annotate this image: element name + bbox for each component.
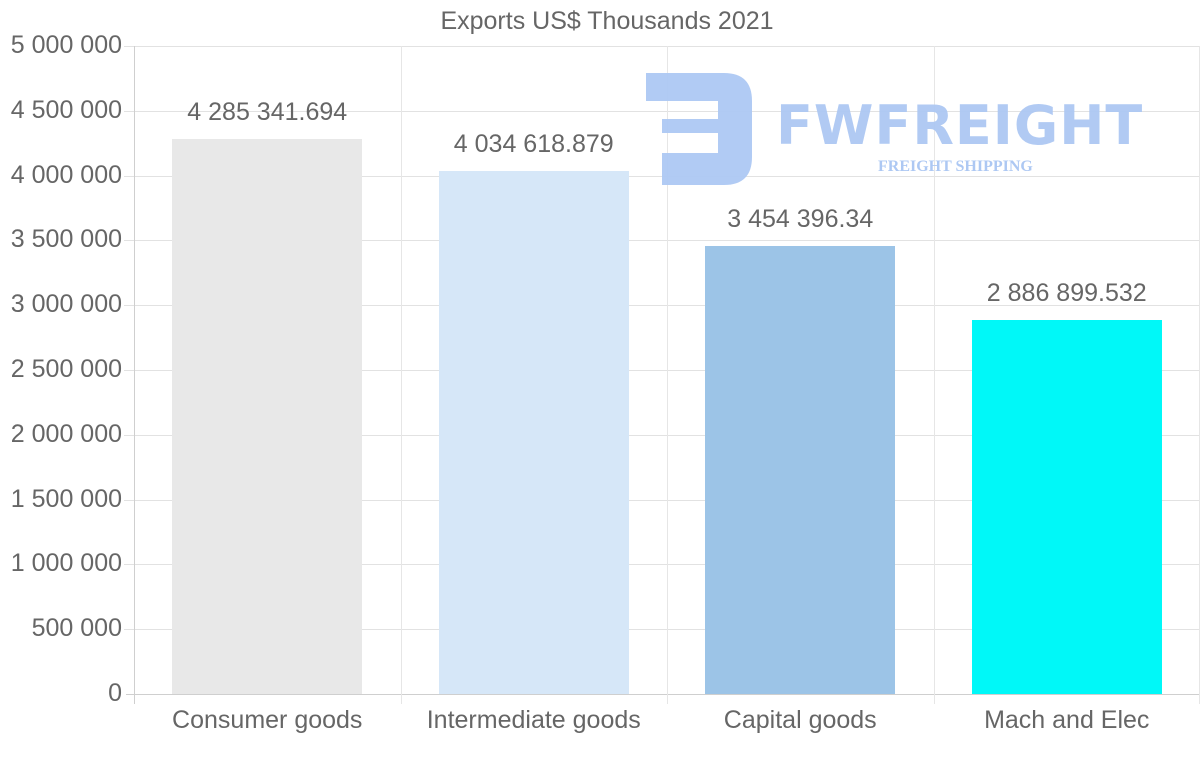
bar-value-label: 4 034 618.879 bbox=[453, 130, 614, 159]
y-tick-label: 5 000 000 bbox=[10, 31, 122, 59]
gridline-vertical bbox=[933, 46, 935, 704]
chart-title: Exports US$ Thousands 2021 bbox=[440, 7, 774, 35]
gridline-horizontal bbox=[124, 46, 1200, 47]
y-axis-line bbox=[134, 46, 135, 704]
bar-value-label: 2 886 899.532 bbox=[986, 278, 1147, 307]
x-category-label: Consumer goods bbox=[172, 706, 363, 734]
gridline-vertical bbox=[667, 46, 668, 704]
y-tick-label: 2 000 000 bbox=[10, 419, 122, 448]
y-tick-label: 4 500 000 bbox=[10, 95, 122, 124]
x-category-label: Mach and Elec bbox=[984, 706, 1150, 734]
y-tick-label: 0 bbox=[108, 679, 122, 707]
gridline-horizontal bbox=[124, 305, 1200, 307]
gridline-horizontal bbox=[124, 240, 1200, 242]
gridline-vertical bbox=[400, 46, 402, 704]
gridline-horizontal bbox=[124, 434, 1200, 436]
y-tick-label: 4 000 000 bbox=[10, 160, 122, 189]
y-tick-label: 3 500 000 bbox=[10, 225, 122, 254]
gridline-horizontal bbox=[124, 564, 1200, 566]
bar-value-label: 3 454 396.34 bbox=[727, 205, 874, 234]
y-tick-label: 1 500 000 bbox=[10, 484, 122, 513]
y-tick-label: 3 000 000 bbox=[10, 290, 122, 319]
bar-mach-and-elec[interactable] bbox=[971, 319, 1162, 694]
x-category-label: Intermediate goods bbox=[426, 706, 641, 734]
gridline-horizontal bbox=[126, 694, 1200, 695]
y-tick-label: 2 500 000 bbox=[10, 355, 122, 383]
plot-area: 0 500 000 1 000 000 1 500 000 2 000 000 2 500… bbox=[11, 31, 1200, 707]
bar-consumer-goods[interactable] bbox=[172, 138, 363, 694]
gridline-horizontal bbox=[124, 370, 1200, 371]
gridline-horizontal bbox=[124, 629, 1200, 631]
x-category-label: Capital goods bbox=[723, 706, 877, 734]
gridline-horizontal bbox=[124, 499, 1200, 501]
bar-capital-goods[interactable] bbox=[705, 246, 896, 694]
y-tick-label: 500 000 bbox=[31, 614, 122, 643]
y-tick-label: 1 000 000 bbox=[10, 549, 122, 578]
bar-value-label: 4 285 341.694 bbox=[187, 97, 348, 126]
bar-intermediate-goods[interactable] bbox=[438, 171, 629, 694]
